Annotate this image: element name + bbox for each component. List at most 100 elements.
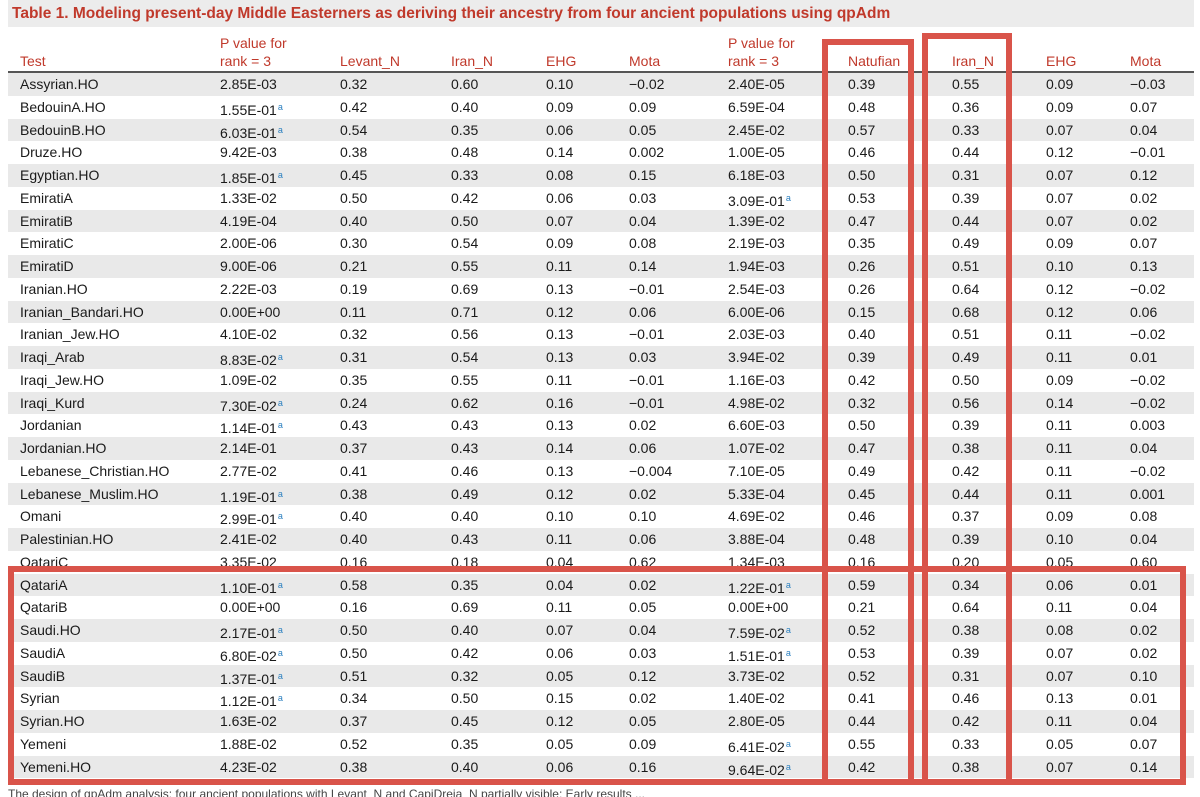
cell-pvalue-1: 2.14E-01 <box>220 437 277 460</box>
cell-levant-n-text: 0.32 <box>340 326 368 343</box>
cell-ehg-2: 0.11 <box>1046 460 1072 483</box>
footnote-marker: a <box>277 625 283 635</box>
cell-iran-n-1: 0.40 <box>451 96 478 119</box>
footnote-marker: a <box>277 693 283 704</box>
cell-ehg-2-text: 0.07 <box>1046 667 1074 684</box>
cell-pvalue-1-text: 4.23E-02 <box>220 758 277 775</box>
cell-pvalue-1: 1.88E-02 <box>220 733 277 756</box>
cell-pvalue-2: 2.45E-02 <box>728 119 785 142</box>
cell-mota-1-text: −0.02 <box>629 76 665 92</box>
table-row: Lebanese_Christian.HO 2.77E-02 0.41 0.46 0.1… <box>8 460 1194 483</box>
cell-levant-n-text: 0.11 <box>340 303 367 320</box>
cell-mota-1: 0.05 <box>629 596 656 619</box>
cell-mota-2: −0.02 <box>1130 323 1165 346</box>
cell-pvalue-1-text: 4.10E-02 <box>220 326 277 343</box>
cell-natufian-text: 0.45 <box>848 485 876 502</box>
cell-iran-n-1: 0.54 <box>451 346 478 369</box>
cell-ehg-2-text: 0.07 <box>1046 212 1074 229</box>
cell-iran-n-1: 0.35 <box>451 733 478 756</box>
cell-mota-1: −0.01 <box>629 278 664 301</box>
cell-test: Lebanese_Christian.HO <box>20 460 169 483</box>
cell-natufian: 0.42 <box>848 756 875 779</box>
footnote-marker: a <box>277 647 283 658</box>
cell-iran-n-2-text: 0.68 <box>952 303 980 320</box>
footnote-marker: a <box>785 647 791 658</box>
cell-natufian: 0.47 <box>848 437 875 460</box>
cell-mota-2: 0.10 <box>1130 665 1157 688</box>
cell-pvalue-1-text: 2.14E-01 <box>220 440 277 456</box>
cell-test: Yemeni.HO <box>20 756 91 779</box>
cell-pvalue-1: 1.14E-01a <box>220 414 283 440</box>
cell-iran-n-2-text: 0.49 <box>952 349 980 365</box>
cell-pvalue-2: 1.07E-02 <box>728 437 785 460</box>
cell-iran-n-2-text: 0.38 <box>952 758 980 775</box>
cell-iran-n-1-text: 0.43 <box>451 440 479 456</box>
cell-mota-2: 0.13 <box>1130 255 1157 278</box>
cell-iran-n-2: 0.44 <box>952 210 979 233</box>
cell-test-text: Lebanese_Christian.HO <box>20 462 170 479</box>
cell-mota-1: 0.04 <box>629 619 656 642</box>
cell-mota-2-text: −0.02 <box>1130 326 1166 343</box>
cell-natufian: 0.26 <box>848 278 875 301</box>
cell-mota-1: 0.03 <box>629 642 656 665</box>
cell-ehg-1-text: 0.06 <box>546 189 574 206</box>
cell-ehg-1: 0.11 <box>546 369 572 392</box>
cell-iran-n-1-text: 0.40 <box>451 98 479 115</box>
cell-test-text: Omani <box>20 508 62 525</box>
cell-iran-n-1-text: 0.35 <box>451 735 479 752</box>
table-row: Yemeni.HO 4.23E-02 0.38 0.40 0.06 0.16 9.64E-0… <box>8 755 1194 779</box>
cell-iran-n-1-text: 0.42 <box>451 644 479 661</box>
cell-test-text: Iraqi_Kurd <box>20 394 85 411</box>
cell-mota-2-text: 0.01 <box>1130 576 1158 593</box>
cell-mota-1: 0.02 <box>629 414 656 437</box>
cell-pvalue-1: 0.00E+00 <box>220 596 280 619</box>
table-row: SaudiB 1.37E-01a 0.51 0.32 0.05 0.12 3.73E-02 0… <box>8 664 1194 688</box>
cell-levant-n-text: 0.19 <box>340 280 368 297</box>
cell-iran-n-2-text: 0.51 <box>952 326 980 343</box>
cell-ehg-1: 0.11 <box>546 528 572 551</box>
cell-iran-n-1: 0.35 <box>451 119 478 142</box>
cell-levant-n-text: 0.50 <box>340 189 368 206</box>
cell-pvalue-1-text: 1.10E-01 <box>220 579 277 596</box>
cell-pvalue-2-text: 1.34E-03 <box>728 553 785 570</box>
cell-ehg-1-text: 0.11 <box>546 599 573 616</box>
cell-natufian-text: 0.42 <box>848 371 876 388</box>
cell-iran-n-2-text: 0.64 <box>952 599 980 616</box>
cell-test: SaudiA <box>20 642 65 665</box>
cell-test-text: EmiratiB <box>20 212 73 229</box>
cell-levant-n: 0.54 <box>340 119 367 142</box>
cell-iran-n-2-text: 0.39 <box>952 644 980 661</box>
cell-mota-1-text: −0.01 <box>629 280 665 297</box>
footnote-marker: a <box>277 511 283 522</box>
cell-test: Iranian_Jew.HO <box>20 323 120 346</box>
header-natufian: Natufian <box>848 53 901 69</box>
footnote-marker: a <box>785 625 791 635</box>
cell-mota-2: −0.03 <box>1130 73 1165 96</box>
cell-test: Yemeni <box>20 733 66 756</box>
cell-pvalue-2-text: 1.40E-02 <box>728 690 785 707</box>
cell-test-text: SaudiA <box>20 644 66 661</box>
cell-mota-1: 0.62 <box>629 551 656 574</box>
cell-pvalue-2: 5.33E-04 <box>728 483 785 506</box>
cell-mota-2-text: −0.03 <box>1130 76 1166 92</box>
cell-levant-n-text: 0.43 <box>340 417 368 434</box>
cell-mota-2: 0.14 <box>1130 756 1157 779</box>
cell-ehg-1: 0.13 <box>546 278 573 301</box>
cell-iran-n-2: 0.56 <box>952 392 979 415</box>
cell-iran-n-1-text: 0.54 <box>451 349 479 365</box>
cell-test-text: Syrian <box>20 690 60 707</box>
cell-natufian-text: 0.46 <box>848 508 876 525</box>
cell-mota-2: 0.12 <box>1130 164 1157 187</box>
cell-mota-2: 0.01 <box>1130 574 1157 597</box>
cell-mota-2: 0.02 <box>1130 642 1157 665</box>
cell-test-text: EmiratiA <box>20 189 73 206</box>
cell-ehg-1: 0.07 <box>546 210 573 233</box>
cell-iran-n-1-text: 0.55 <box>451 371 479 388</box>
cell-ehg-1-text: 0.12 <box>546 303 574 320</box>
cell-mota-2-text: 0.06 <box>1130 303 1158 320</box>
cell-levant-n: 0.38 <box>340 141 367 164</box>
cell-mota-1-text: 0.14 <box>629 258 657 274</box>
cell-ehg-1: 0.08 <box>546 164 573 187</box>
cell-natufian-text: 0.53 <box>848 189 876 206</box>
cell-mota-1-text: 0.15 <box>629 167 657 183</box>
